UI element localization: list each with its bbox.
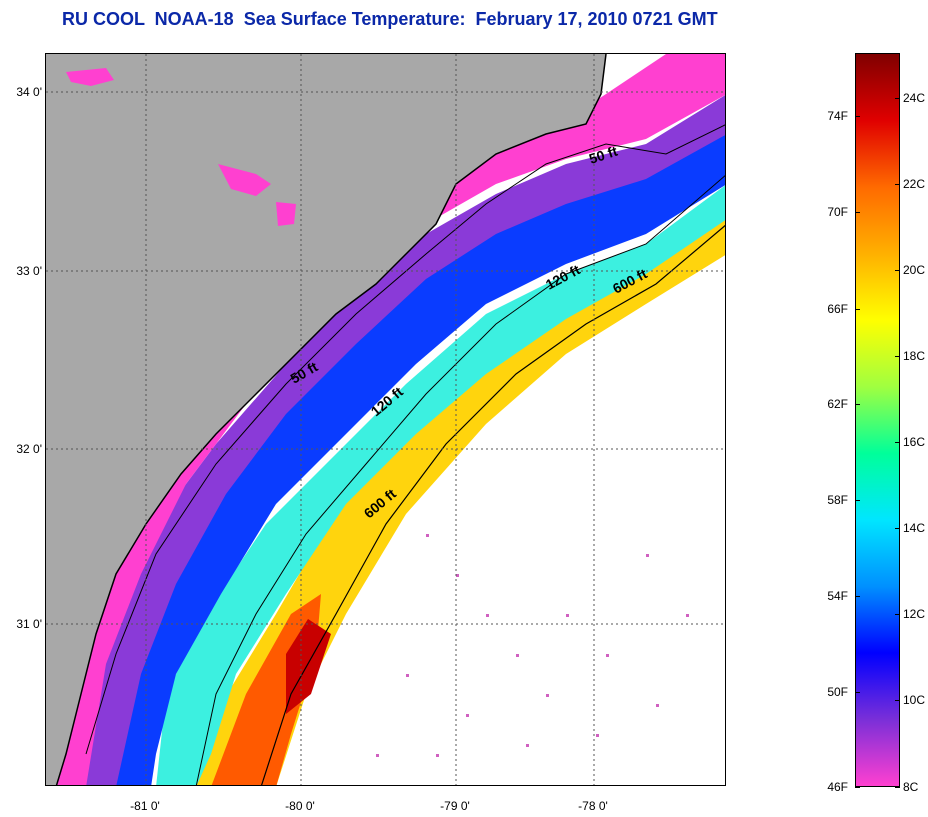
colorbar-tick — [855, 787, 860, 788]
nearshore-water-pink — [46, 54, 725, 785]
colorbar-tick — [895, 184, 900, 185]
colorbar-fahrenheit-label: 62F — [827, 397, 848, 411]
colorbar-tick — [855, 692, 860, 693]
colorbar-fahrenheit-label: 54F — [827, 589, 848, 603]
latitude-label: 33 0' — [16, 264, 42, 278]
contour-50ft — [85, 124, 725, 755]
colorbar-celsius-label: 20C — [903, 263, 926, 277]
gulf-stream-core — [211, 594, 321, 785]
coastline — [55, 54, 607, 785]
colorbar-celsius-label: 24C — [903, 91, 926, 105]
inland-lake-2 — [218, 164, 271, 196]
graticule — [46, 54, 725, 785]
colorbar-gradient — [856, 54, 899, 786]
sst-map-canvas: 50 ft 50 ft 120 ft 120 ft 600 ft 600 ft — [46, 54, 725, 785]
colorbar-tick — [895, 98, 900, 99]
longitude-label: -81 0' — [130, 799, 160, 813]
colorbar-tick — [855, 404, 860, 405]
colorbar-tick — [895, 700, 900, 701]
latitude-label: 32 0' — [16, 442, 42, 456]
longitude-label: -78 0' — [578, 799, 608, 813]
colorbar-fahrenheit-label: 58F — [827, 493, 848, 507]
colorbar-celsius-label: 18C — [903, 349, 926, 363]
colorbar-tick — [895, 787, 900, 788]
temperature-colorbar — [855, 53, 900, 787]
colorbar-celsius-label: 14C — [903, 521, 926, 535]
colorbar-fahrenheit-label: 70F — [827, 205, 848, 219]
colorbar-tick — [855, 596, 860, 597]
colorbar-celsius-label: 12C — [903, 607, 926, 621]
colorbar-fahrenheit-label: 46F — [827, 780, 848, 794]
colorbar-tick — [855, 309, 860, 310]
colorbar-tick — [895, 528, 900, 529]
colorbar-celsius-label: 8C — [903, 780, 919, 794]
colorbar-celsius-label: 16C — [903, 435, 926, 449]
colorbar-tick — [855, 212, 860, 213]
inland-lake-3 — [276, 202, 296, 226]
colorbar-fahrenheit-label: 74F — [827, 109, 848, 123]
colorbar-tick — [895, 270, 900, 271]
land-mass — [46, 54, 606, 785]
shelf-water-purple — [76, 95, 725, 785]
colorbar-fahrenheit-label: 66F — [827, 302, 848, 316]
colorbar-tick — [855, 116, 860, 117]
data-speckles — [376, 534, 689, 757]
contour-120ft — [195, 175, 725, 785]
latitude-label: 31 0' — [16, 617, 42, 631]
colorbar-fahrenheit-label: 50F — [827, 685, 848, 699]
colorbar-tick — [855, 500, 860, 501]
colorbar-tick — [895, 356, 900, 357]
latitude-label: 34 0' — [16, 85, 42, 99]
colorbar-celsius-label: 10C — [903, 693, 926, 707]
map-title: RU COOL NOAA-18 Sea Surface Temperature:… — [62, 9, 718, 29]
longitude-label: -79 0' — [440, 799, 470, 813]
contour-600ft — [261, 224, 725, 785]
gulf-stream-band — [196, 214, 725, 785]
colorbar-tick — [895, 614, 900, 615]
sst-map: 50 ft 50 ft 120 ft 120 ft 600 ft 600 ft — [45, 53, 726, 786]
colorbar-celsius-label: 22C — [903, 177, 926, 191]
shelf-water-blue — [106, 134, 725, 785]
shelf-water-cyan — [156, 185, 725, 785]
longitude-label: -80 0' — [285, 799, 315, 813]
colorbar-tick — [895, 442, 900, 443]
inland-lake-1 — [66, 68, 114, 86]
